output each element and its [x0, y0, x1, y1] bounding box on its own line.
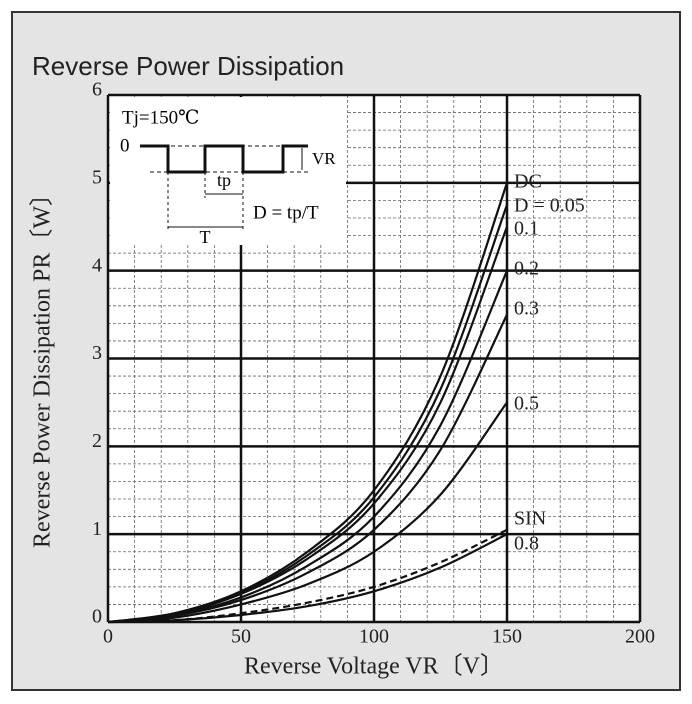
- inset-condition: Tj=150℃: [122, 107, 199, 128]
- y-tick-label: 5: [92, 166, 102, 188]
- x-axis-label: Reverse Voltage VR〔V〕: [244, 654, 504, 680]
- series-label: 0.2: [514, 258, 539, 280]
- inset-tp: tp: [217, 170, 231, 190]
- inset-zero: 0: [120, 135, 130, 156]
- series-label: 0.8: [514, 533, 539, 555]
- x-tick-label: 100: [359, 626, 389, 648]
- inset-vr: VR: [312, 149, 336, 168]
- y-tick-label: 0: [92, 606, 102, 628]
- x-tick-label: 150: [492, 626, 522, 648]
- y-tick-label: 4: [92, 254, 102, 276]
- inset-period: T: [200, 227, 211, 247]
- x-tick-label: 0: [103, 626, 113, 648]
- y-tick-label: 2: [92, 430, 102, 452]
- series-label: 0.1: [514, 218, 539, 240]
- series-label: 0.3: [514, 298, 539, 320]
- chart-title: Reverse Power Dissipation: [32, 51, 344, 81]
- curve: [107, 533, 508, 624]
- series-label: D = 0.05: [514, 195, 585, 217]
- series-label: SIN: [514, 508, 546, 530]
- inset-box: [110, 97, 346, 245]
- inset-formula: D = tp/T: [253, 202, 319, 223]
- series-label: 0.5: [514, 393, 539, 415]
- y-tick-label: 1: [92, 518, 102, 540]
- x-tick-label: 200: [625, 626, 655, 648]
- series-label: DC: [514, 171, 542, 193]
- y-tick-label: 3: [92, 342, 102, 364]
- curves: [107, 182, 509, 624]
- curve: [107, 401, 508, 624]
- inset: Tj=150℃ 0 VR tp T D = tp/T: [110, 97, 346, 247]
- curve: [107, 314, 508, 624]
- x-tick-label: 50: [231, 626, 251, 648]
- y-tick-label: 6: [92, 79, 102, 101]
- y-axis-label: Reverse Power Dissipation PR〔W〕: [30, 182, 56, 548]
